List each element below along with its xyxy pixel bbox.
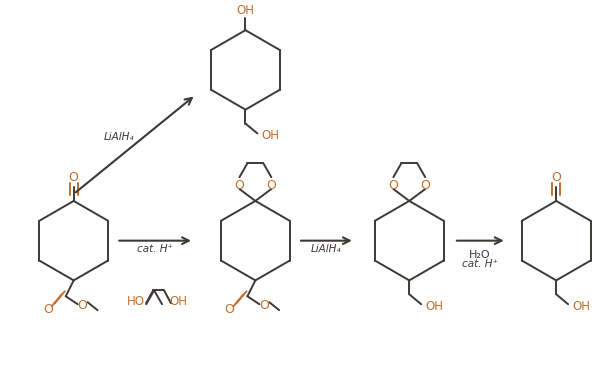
Text: O: O	[235, 179, 245, 191]
Text: H₂O: H₂O	[469, 250, 490, 259]
Text: O: O	[266, 179, 276, 191]
Text: O: O	[420, 179, 430, 191]
Text: O: O	[78, 299, 87, 312]
Text: OH: OH	[169, 295, 187, 308]
Text: OH: OH	[261, 129, 279, 142]
Text: O: O	[69, 171, 79, 184]
Text: LiAlH₄: LiAlH₄	[310, 244, 341, 254]
Text: O: O	[389, 179, 399, 191]
Text: OH: OH	[572, 300, 590, 313]
Text: O: O	[551, 171, 561, 184]
Text: O: O	[225, 303, 235, 316]
Text: OH: OH	[425, 300, 443, 313]
Text: HO: HO	[128, 295, 145, 308]
Text: O: O	[259, 299, 269, 312]
Text: O: O	[43, 303, 53, 316]
Text: OH: OH	[237, 4, 254, 17]
Text: cat. H⁺: cat. H⁺	[462, 259, 498, 270]
Text: LiAlH₄: LiAlH₄	[104, 132, 135, 142]
Text: cat. H⁺: cat. H⁺	[137, 244, 173, 254]
